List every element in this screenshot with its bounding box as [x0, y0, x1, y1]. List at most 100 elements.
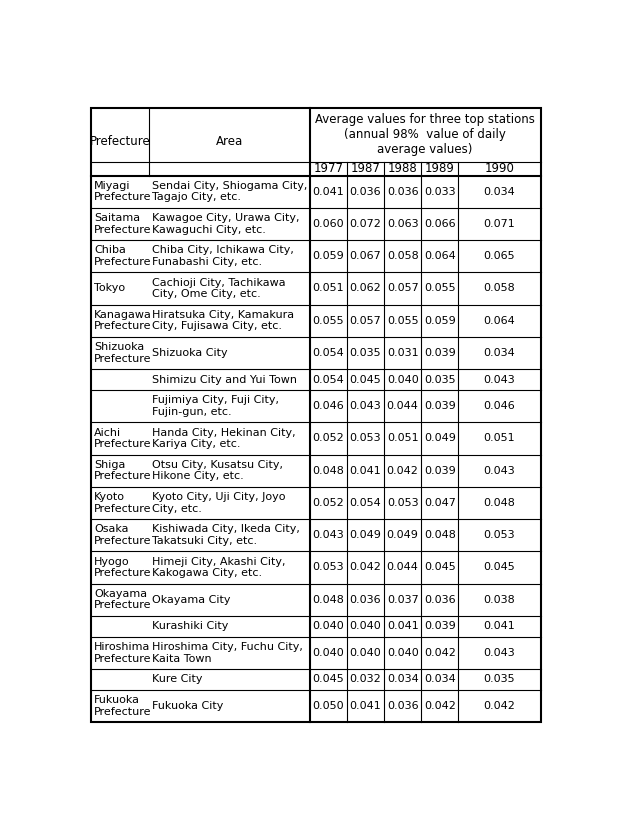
- Text: 0.036: 0.036: [350, 594, 381, 604]
- Text: 0.057: 0.057: [350, 315, 381, 326]
- Text: Hyogo
Prefecture: Hyogo Prefecture: [94, 557, 152, 578]
- Text: 1977: 1977: [313, 162, 343, 175]
- Text: 0.053: 0.053: [387, 498, 418, 508]
- Text: 0.051: 0.051: [312, 283, 344, 293]
- Text: 0.037: 0.037: [387, 594, 418, 604]
- Text: 0.043: 0.043: [484, 466, 515, 475]
- Text: 0.034: 0.034: [387, 675, 418, 685]
- Text: 0.032: 0.032: [350, 675, 381, 685]
- Text: 0.045: 0.045: [350, 374, 381, 384]
- Text: 0.042: 0.042: [484, 701, 515, 711]
- Text: 0.035: 0.035: [484, 675, 515, 685]
- Text: 0.042: 0.042: [349, 562, 381, 572]
- Text: 0.048: 0.048: [484, 498, 515, 508]
- Text: Fujimiya City, Fuji City,
Fujin-gun, etc.: Fujimiya City, Fuji City, Fujin-gun, etc…: [152, 396, 280, 417]
- Text: 0.053: 0.053: [312, 562, 344, 572]
- Text: 0.039: 0.039: [424, 621, 456, 631]
- Text: Chiba
Prefecture: Chiba Prefecture: [94, 245, 152, 267]
- Text: Average values for three top stations
(annual 98%  value of daily
average values: Average values for three top stations (a…: [315, 113, 535, 156]
- Text: Kanagawa
Prefecture: Kanagawa Prefecture: [94, 310, 152, 332]
- Text: 0.042: 0.042: [424, 648, 456, 658]
- Text: Saitama
Prefecture: Saitama Prefecture: [94, 213, 152, 235]
- Text: Kure City: Kure City: [152, 675, 203, 685]
- Text: 0.051: 0.051: [484, 433, 515, 443]
- Text: 1990: 1990: [484, 162, 515, 175]
- Text: Fukuoka
Prefecture: Fukuoka Prefecture: [94, 695, 152, 717]
- Text: 0.033: 0.033: [424, 186, 455, 197]
- Text: 0.048: 0.048: [312, 594, 344, 604]
- Text: 0.040: 0.040: [387, 648, 418, 658]
- Text: Kyoto City, Uji City, Joyo
City, etc.: Kyoto City, Uji City, Joyo City, etc.: [152, 492, 286, 514]
- Text: 0.041: 0.041: [350, 701, 381, 711]
- Text: 0.054: 0.054: [350, 498, 381, 508]
- Text: Shiga
Prefecture: Shiga Prefecture: [94, 460, 152, 481]
- Text: Shizuoka City: Shizuoka City: [152, 348, 228, 358]
- Text: 0.044: 0.044: [387, 401, 418, 411]
- Text: 0.055: 0.055: [312, 315, 344, 326]
- Text: Sendai City, Shiogama City,
Tagajo City, etc.: Sendai City, Shiogama City, Tagajo City,…: [152, 181, 308, 203]
- Text: 0.057: 0.057: [387, 283, 418, 293]
- Text: 0.031: 0.031: [387, 348, 418, 358]
- Text: Hiratsuka City, Kamakura
City, Fujisawa City, etc.: Hiratsuka City, Kamakura City, Fujisawa …: [152, 310, 294, 332]
- Text: 0.035: 0.035: [424, 374, 455, 384]
- Text: 0.040: 0.040: [312, 621, 344, 631]
- Text: 0.043: 0.043: [484, 374, 515, 384]
- Text: Okayama
Prefecture: Okayama Prefecture: [94, 589, 152, 611]
- Text: 0.046: 0.046: [484, 401, 515, 411]
- Text: Kyoto
Prefecture: Kyoto Prefecture: [94, 492, 152, 514]
- Text: 0.040: 0.040: [350, 621, 381, 631]
- Text: Hiroshima City, Fuchu City,
Kaita Town: Hiroshima City, Fuchu City, Kaita Town: [152, 642, 303, 663]
- Text: 0.041: 0.041: [350, 466, 381, 475]
- Text: 0.058: 0.058: [484, 283, 515, 293]
- Text: Area: Area: [216, 135, 243, 148]
- Text: Otsu City, Kusatsu City,
Hikone City, etc.: Otsu City, Kusatsu City, Hikone City, et…: [152, 460, 283, 481]
- Text: 0.059: 0.059: [424, 315, 456, 326]
- Text: 0.043: 0.043: [350, 401, 381, 411]
- Text: 0.048: 0.048: [312, 466, 344, 475]
- Text: 0.034: 0.034: [484, 348, 515, 358]
- Text: 0.034: 0.034: [424, 675, 456, 685]
- Text: 0.071: 0.071: [484, 219, 515, 229]
- Text: 0.036: 0.036: [350, 186, 381, 197]
- Text: 0.062: 0.062: [350, 283, 381, 293]
- Text: 0.063: 0.063: [387, 219, 418, 229]
- Text: Okayama City: Okayama City: [152, 594, 231, 604]
- Text: 0.060: 0.060: [312, 219, 344, 229]
- Text: 0.066: 0.066: [424, 219, 455, 229]
- Text: 0.065: 0.065: [484, 251, 515, 261]
- Text: 0.072: 0.072: [349, 219, 381, 229]
- Text: 0.040: 0.040: [350, 648, 381, 658]
- Text: 0.036: 0.036: [387, 186, 418, 197]
- Text: 0.040: 0.040: [312, 648, 344, 658]
- Text: 0.043: 0.043: [312, 530, 344, 540]
- Text: 0.052: 0.052: [312, 433, 344, 443]
- Text: 0.039: 0.039: [424, 348, 456, 358]
- Text: 0.045: 0.045: [424, 562, 456, 572]
- Text: Aichi
Prefecture: Aichi Prefecture: [94, 428, 152, 449]
- Text: Fukuoka City: Fukuoka City: [152, 701, 224, 711]
- Text: 0.047: 0.047: [424, 498, 456, 508]
- Text: Himeji City, Akashi City,
Kakogawa City, etc.: Himeji City, Akashi City, Kakogawa City,…: [152, 557, 286, 578]
- Text: 0.064: 0.064: [484, 315, 515, 326]
- Text: 0.050: 0.050: [312, 701, 344, 711]
- Text: 0.041: 0.041: [387, 621, 418, 631]
- Text: 0.035: 0.035: [350, 348, 381, 358]
- Text: 0.067: 0.067: [350, 251, 381, 261]
- Text: 0.039: 0.039: [424, 401, 456, 411]
- Text: 0.041: 0.041: [312, 186, 344, 197]
- Text: 0.049: 0.049: [424, 433, 456, 443]
- Text: 0.051: 0.051: [387, 433, 418, 443]
- Text: 0.045: 0.045: [484, 562, 515, 572]
- Text: 0.043: 0.043: [484, 648, 515, 658]
- Text: 0.052: 0.052: [312, 498, 344, 508]
- Text: 0.053: 0.053: [484, 530, 515, 540]
- Text: 0.046: 0.046: [312, 401, 344, 411]
- Text: 0.049: 0.049: [349, 530, 381, 540]
- Text: Osaka
Prefecture: Osaka Prefecture: [94, 525, 152, 546]
- Text: 0.049: 0.049: [387, 530, 418, 540]
- Text: 0.055: 0.055: [424, 283, 455, 293]
- Text: 0.039: 0.039: [424, 466, 456, 475]
- Text: 0.041: 0.041: [484, 621, 515, 631]
- Text: Miyagi
Prefecture: Miyagi Prefecture: [94, 181, 152, 203]
- Text: 0.055: 0.055: [387, 315, 418, 326]
